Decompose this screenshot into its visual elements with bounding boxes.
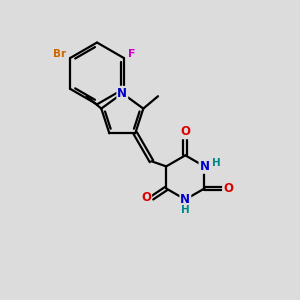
Text: N: N [117,87,127,100]
Text: O: O [141,191,151,204]
Text: O: O [223,182,233,195]
Text: Br: Br [53,50,67,59]
Text: F: F [128,50,136,59]
Text: O: O [180,125,190,138]
Text: H: H [212,158,221,168]
Text: N: N [180,193,190,206]
Text: N: N [200,160,209,173]
Text: H: H [181,205,190,215]
